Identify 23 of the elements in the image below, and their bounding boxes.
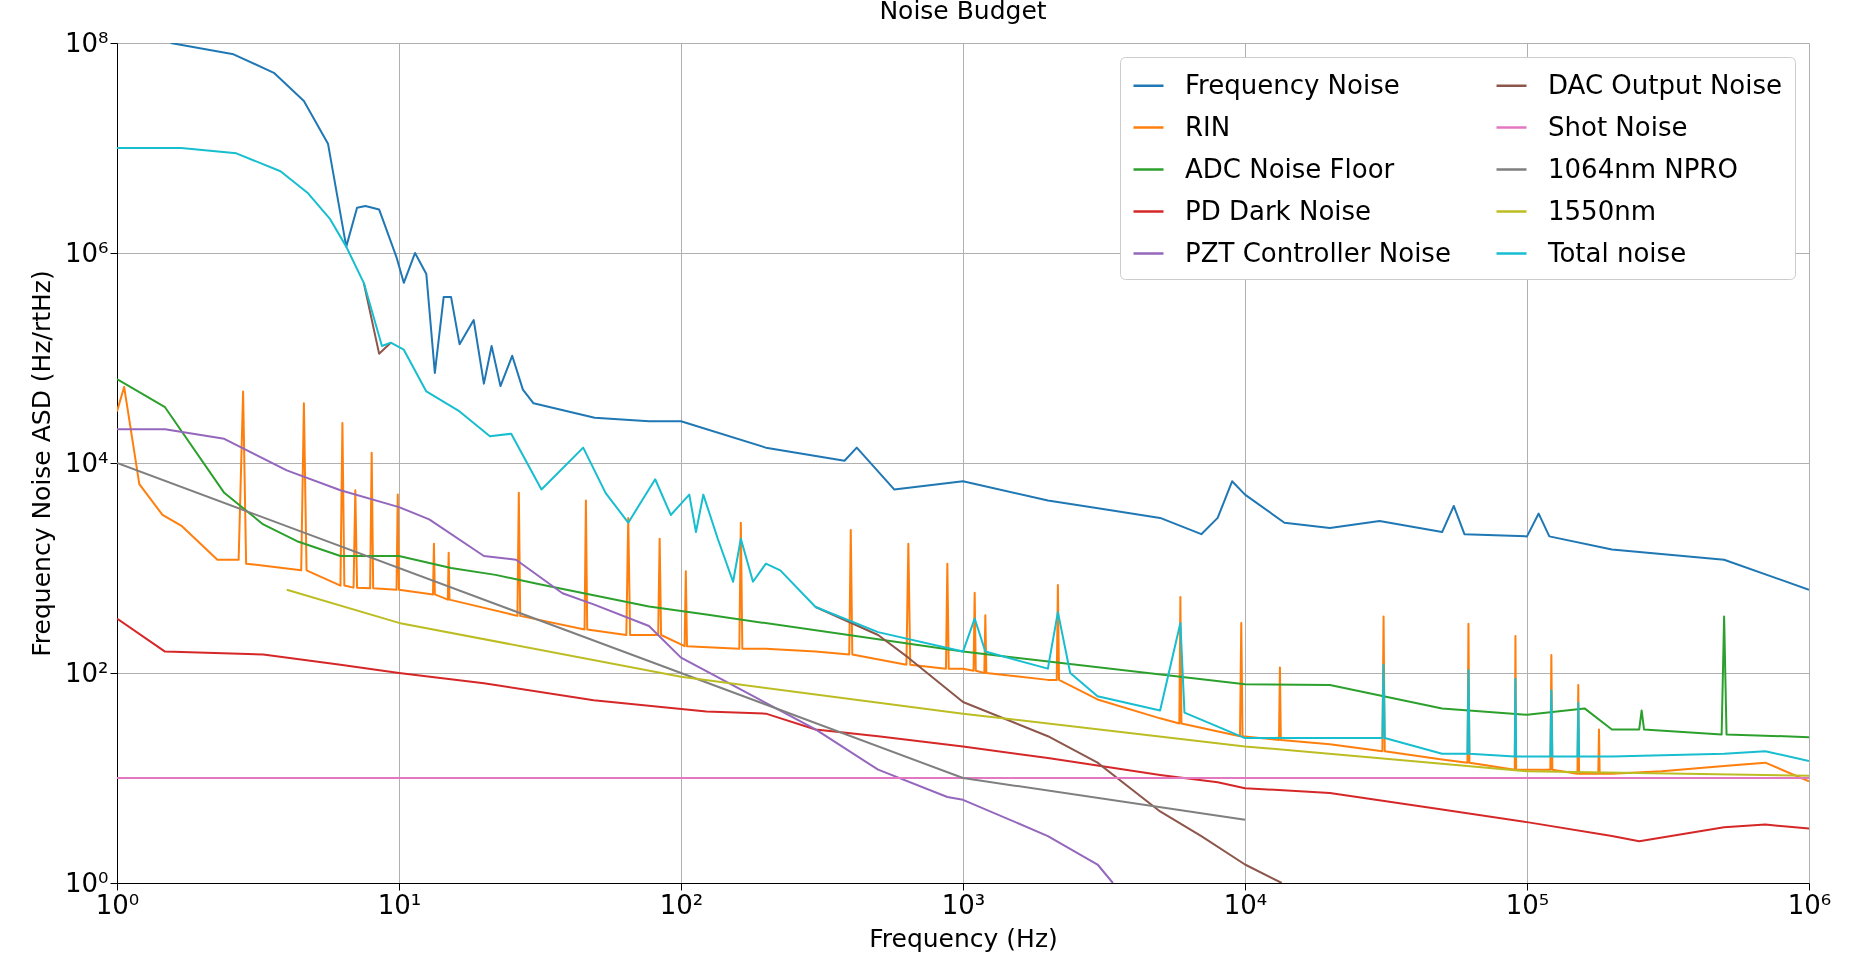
legend-label: PZT Controller Noise [1185, 237, 1451, 268]
legend-label: DAC Output Noise [1548, 69, 1783, 100]
x-axis-title: Frequency (Hz) [869, 923, 1058, 953]
x-tick-label: 10² [659, 889, 704, 920]
x-tick-label: 10⁴ [1223, 889, 1268, 920]
y-tick-label: 10² [64, 657, 109, 688]
y-tick-label: 10⁴ [64, 447, 109, 478]
x-tick-label: 10⁵ [1505, 889, 1550, 920]
y-axis-title: Frequency Noise ASD (Hz/rtHz) [26, 270, 56, 657]
y-tick-label: 10⁸ [64, 27, 109, 58]
legend-label: 1550nm [1548, 195, 1656, 226]
legend-label: RIN [1185, 111, 1231, 142]
x-tick-label: 10¹ [377, 889, 422, 920]
legend-label: 1064nm NPRO [1548, 153, 1738, 184]
x-tick-label: 10³ [941, 889, 986, 920]
legend-label: Shot Noise [1548, 111, 1688, 142]
x-tick-label: 10⁶ [1787, 889, 1832, 920]
chart-title: Noise Budget [879, 0, 1047, 25]
legend-label: Frequency Noise [1185, 69, 1400, 100]
legend-label: Total noise [1547, 237, 1687, 268]
legend-label: ADC Noise Floor [1185, 153, 1395, 184]
y-tick-label: 10⁶ [64, 237, 109, 268]
legend-label: PD Dark Noise [1185, 195, 1372, 226]
